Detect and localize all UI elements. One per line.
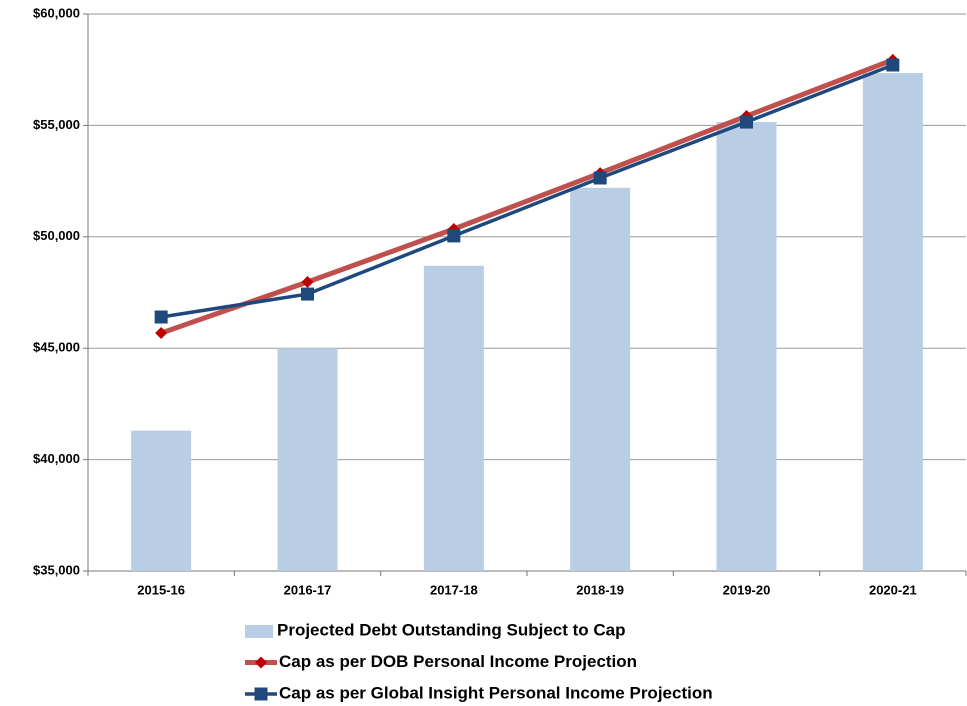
legend-label: Projected Debt Outstanding Subject to Ca… xyxy=(277,620,626,639)
x-tick-label: 2018-19 xyxy=(576,582,624,597)
x-tick-label: 2019-20 xyxy=(723,582,771,597)
legend-marker xyxy=(255,656,267,669)
marker xyxy=(301,287,314,301)
x-tick-label: 2020-21 xyxy=(869,582,917,597)
x-tick-label: 2016-17 xyxy=(284,582,332,597)
bar xyxy=(131,430,192,571)
bar xyxy=(862,73,923,572)
x-tick-label: 2017-18 xyxy=(430,582,478,597)
legend-label: Cap as per Global Insight Personal Incom… xyxy=(279,683,713,702)
bar xyxy=(716,122,777,572)
marker xyxy=(154,310,168,324)
legend-swatch xyxy=(245,625,273,638)
marker xyxy=(593,171,607,185)
marker xyxy=(301,276,314,289)
marker xyxy=(447,229,461,243)
marker xyxy=(155,327,168,340)
bar xyxy=(570,187,631,571)
marker xyxy=(886,58,900,72)
bar xyxy=(277,348,338,571)
line xyxy=(160,63,894,319)
marker xyxy=(740,115,753,129)
y-tick-label: $60,000 xyxy=(33,5,80,20)
y-tick-label: $55,000 xyxy=(33,117,80,132)
y-tick-label: $35,000 xyxy=(33,562,80,577)
y-tick-label: $50,000 xyxy=(33,228,80,243)
legend-label: Cap as per DOB Personal Income Projectio… xyxy=(279,652,637,671)
bar xyxy=(423,265,484,571)
line xyxy=(160,57,894,336)
y-tick-label: $40,000 xyxy=(33,451,80,466)
legend-marker xyxy=(254,687,268,701)
y-tick-label: $45,000 xyxy=(33,340,80,355)
x-tick-label: 2015-16 xyxy=(137,582,185,597)
